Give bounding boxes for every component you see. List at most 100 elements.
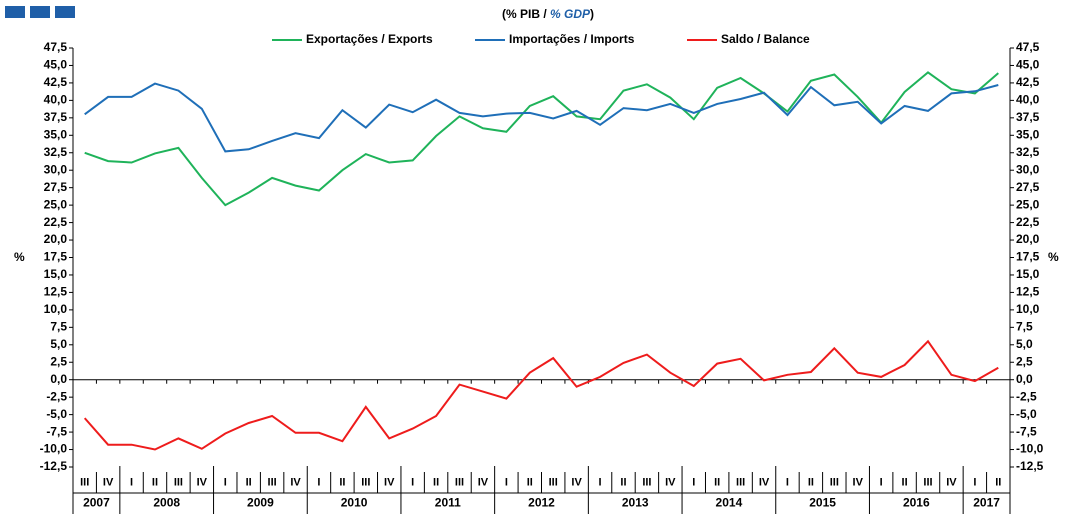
x-tick-label: III (174, 476, 183, 488)
x-tick-label: I (692, 476, 695, 488)
series-line (84, 82, 999, 153)
y-tick-label: 2,5 (50, 354, 67, 368)
x-tick-label: IV (665, 476, 676, 488)
x-tick-label: IV (946, 476, 957, 488)
x-tick-label: III (361, 476, 370, 488)
y2-tick-label: 42,5 (1016, 75, 1040, 89)
title-part: (% PIB / (502, 7, 550, 21)
y-tick-label: 37,5 (44, 110, 68, 124)
y2-axis-label: % (1048, 250, 1059, 264)
y2-tick-label: 35,0 (1016, 127, 1040, 141)
y2-tick-label: 2,5 (1016, 354, 1033, 368)
y-tick-label: 0,0 (50, 372, 67, 386)
year-label: 2013 (622, 496, 649, 510)
x-tick-label: IV (478, 476, 489, 488)
x-tick-label: III (830, 476, 839, 488)
y2-tick-label: 15,0 (1016, 267, 1040, 281)
y2-tick-label: 10,0 (1016, 302, 1040, 316)
y-tick-label: 27,5 (44, 180, 68, 194)
x-tick-label: II (339, 476, 345, 488)
x-tick-label: I (505, 476, 508, 488)
y2-tick-label: -12,5 (1016, 459, 1044, 473)
y2-tick-label: 32,5 (1016, 145, 1040, 159)
x-tick-label: III (736, 476, 745, 488)
x-tick-label: II (246, 476, 252, 488)
y2-tick-label: 22,5 (1016, 215, 1040, 229)
x-tick-label: I (786, 476, 789, 488)
y-tick-label: 20,0 (44, 232, 68, 246)
y2-tick-label: 27,5 (1016, 180, 1040, 194)
x-tick-label: II (152, 476, 158, 488)
legend-label: Importações / Imports (509, 32, 635, 46)
y-tick-label: 7,5 (50, 320, 67, 334)
y-tick-label: 30,0 (44, 162, 68, 176)
y-tick-label: 32,5 (44, 145, 68, 159)
y-tick-label: 40,0 (44, 93, 68, 107)
y-tick-label: 15,0 (44, 267, 68, 281)
x-tick-label: II (620, 476, 626, 488)
y-tick-label: 17,5 (44, 250, 68, 264)
x-tick-label: II (995, 476, 1001, 488)
y2-tick-label: 25,0 (1016, 197, 1040, 211)
year-label: 2012 (528, 496, 555, 510)
y2-tick-label: 7,5 (1016, 320, 1033, 334)
logo-block (5, 6, 25, 18)
series-line (84, 71, 999, 207)
y-tick-label: 22,5 (44, 215, 68, 229)
x-tick-label: II (527, 476, 533, 488)
year-label: 2014 (716, 496, 743, 510)
year-label: 2008 (153, 496, 180, 510)
x-tick-label: IV (853, 476, 864, 488)
y-tick-label: 12,5 (44, 285, 68, 299)
x-tick-label: III (455, 476, 464, 488)
x-tick-label: IV (197, 476, 208, 488)
y2-tick-label: -2,5 (1016, 389, 1037, 403)
year-label: 2016 (903, 496, 930, 510)
y-tick-label: 25,0 (44, 197, 68, 211)
x-tick-label: I (599, 476, 602, 488)
x-tick-label: II (902, 476, 908, 488)
y2-tick-label: -7,5 (1016, 424, 1037, 438)
year-label: 2011 (435, 496, 461, 510)
y-tick-label: 10,0 (44, 302, 68, 316)
x-tick-label: II (808, 476, 814, 488)
x-tick-label: I (880, 476, 883, 488)
y2-tick-label: 5,0 (1016, 337, 1033, 351)
logo-block (55, 6, 75, 18)
x-tick-label: I (317, 476, 320, 488)
legend-label: Saldo / Balance (721, 32, 810, 46)
y-axis-label: % (14, 250, 25, 264)
x-tick-label: I (130, 476, 133, 488)
chart-title: (% PIB / % GDP) (502, 7, 594, 21)
y2-tick-label: 37,5 (1016, 110, 1040, 124)
y-tick-label: -12,5 (40, 459, 68, 473)
year-label: 2010 (341, 496, 368, 510)
year-label: 2009 (247, 496, 274, 510)
y2-tick-label: 12,5 (1016, 285, 1040, 299)
x-tick-label: III (268, 476, 277, 488)
title-part: % GDP (550, 7, 591, 21)
y2-tick-label: 0,0 (1016, 372, 1033, 386)
y-tick-label: 35,0 (44, 127, 68, 141)
y-tick-label: -5,0 (46, 407, 67, 421)
x-tick-label: I (411, 476, 414, 488)
x-tick-label: III (80, 476, 89, 488)
legend-label: Exportações / Exports (306, 32, 433, 46)
x-tick-label: IV (571, 476, 582, 488)
y2-tick-label: 45,0 (1016, 58, 1040, 72)
x-tick-label: II (433, 476, 439, 488)
x-tick-label: I (973, 476, 976, 488)
y-tick-label: 45,0 (44, 58, 68, 72)
y-tick-label: 5,0 (50, 337, 67, 351)
year-label: 2017 (973, 496, 1000, 510)
series-line (83, 339, 999, 451)
year-label: 2007 (83, 496, 110, 510)
x-tick-label: IV (384, 476, 395, 488)
y2-tick-label: 40,0 (1016, 93, 1040, 107)
x-tick-label: II (714, 476, 720, 488)
x-tick-label: III (923, 476, 932, 488)
x-tick-label: IV (759, 476, 770, 488)
title-part: ) (590, 7, 594, 21)
year-label: 2015 (809, 496, 836, 510)
